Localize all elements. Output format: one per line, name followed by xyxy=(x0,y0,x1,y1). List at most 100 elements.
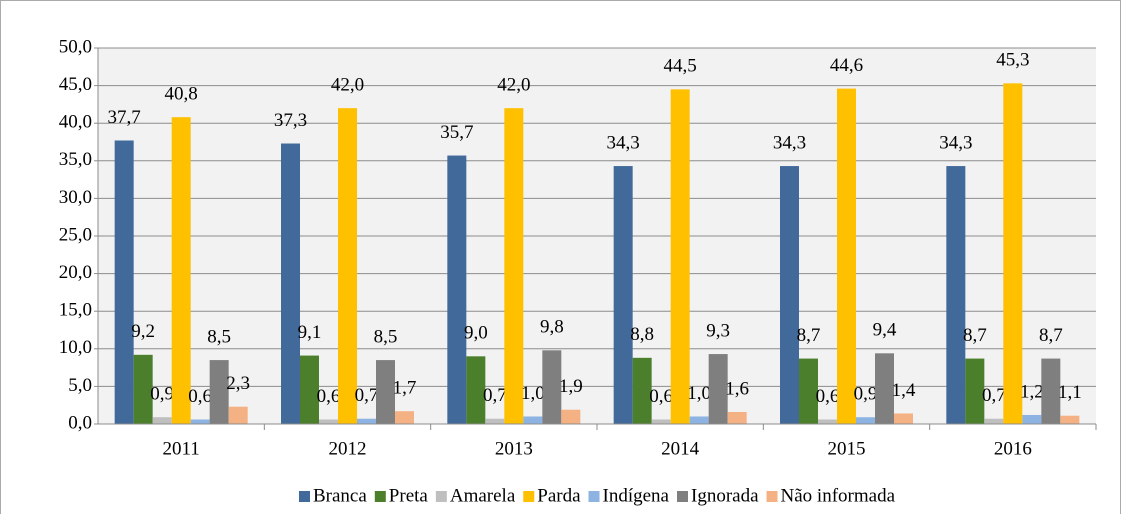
bar xyxy=(708,354,728,424)
data-label: 0,6 xyxy=(188,386,212,407)
x-tick-label: 2011 xyxy=(163,438,200,459)
bar xyxy=(504,108,524,424)
legend-label: Parda xyxy=(537,485,581,506)
legend-label: Ignorada xyxy=(691,485,759,506)
legend-label: Branca xyxy=(313,485,367,506)
data-label: 1,6 xyxy=(725,378,749,399)
data-label: 9,2 xyxy=(131,321,155,342)
bar xyxy=(114,140,134,424)
bar xyxy=(561,409,581,424)
bar xyxy=(395,411,414,424)
x-tick-label: 2013 xyxy=(495,438,533,459)
bar xyxy=(447,155,467,424)
bar xyxy=(727,411,747,424)
bar xyxy=(357,418,376,424)
data-label: 0,7 xyxy=(982,385,1006,406)
data-label: 42,0 xyxy=(331,75,364,96)
data-label: 35,7 xyxy=(440,122,473,143)
y-tick-label: 25,0 xyxy=(59,224,92,245)
data-label: 2,3 xyxy=(226,373,250,394)
legend-label: Amarela xyxy=(450,485,516,506)
bar xyxy=(965,358,985,424)
data-label: 8,7 xyxy=(1039,325,1063,346)
x-tick-label: 2015 xyxy=(828,438,866,459)
bar xyxy=(523,416,543,424)
bar xyxy=(837,88,856,424)
bar xyxy=(651,419,671,424)
legend-swatch xyxy=(677,491,688,502)
legend-label: Preta xyxy=(389,485,429,506)
data-label: 8,7 xyxy=(797,325,821,346)
bar xyxy=(376,360,395,424)
legend-label: Não informada xyxy=(781,485,896,506)
legend-swatch xyxy=(298,491,310,502)
bar xyxy=(1003,83,1023,425)
data-label: 8,7 xyxy=(963,325,987,346)
y-tick-label: 0,0 xyxy=(68,412,92,433)
bar xyxy=(632,357,652,424)
bar xyxy=(466,356,486,424)
data-label: 1,0 xyxy=(687,383,711,404)
bar xyxy=(818,419,837,424)
y-tick-label: 20,0 xyxy=(59,262,92,283)
data-label: 1,2 xyxy=(1020,381,1044,402)
y-tick-label: 35,0 xyxy=(59,149,92,170)
data-label: 1,4 xyxy=(892,380,916,401)
data-label: 42,0 xyxy=(497,75,530,96)
bar xyxy=(613,166,633,424)
data-label: 37,3 xyxy=(274,110,307,131)
bar xyxy=(133,354,153,424)
data-label: 8,5 xyxy=(207,326,231,347)
data-label: 8,8 xyxy=(630,324,654,345)
data-label: 0,6 xyxy=(317,386,341,407)
bar xyxy=(190,419,210,424)
bar xyxy=(209,360,229,424)
data-label: 44,5 xyxy=(664,56,697,77)
bar xyxy=(1041,358,1061,424)
data-label: 0,6 xyxy=(816,386,840,407)
data-label: 9,1 xyxy=(298,322,322,343)
bar xyxy=(670,89,690,425)
bar xyxy=(338,108,357,424)
bar xyxy=(689,416,709,424)
bar xyxy=(542,350,562,424)
data-label: 45,3 xyxy=(996,50,1029,71)
data-label: 34,3 xyxy=(607,132,640,153)
y-tick-label: 40,0 xyxy=(59,112,92,133)
legend-swatch xyxy=(374,491,386,502)
y-tick-label: 50,0 xyxy=(59,36,92,57)
data-label: 0,7 xyxy=(483,385,507,406)
bar xyxy=(856,417,875,424)
bar xyxy=(875,353,894,424)
data-label: 37,7 xyxy=(108,107,141,128)
bar xyxy=(281,143,300,424)
data-label: 1,9 xyxy=(559,376,583,397)
y-tick-label: 10,0 xyxy=(59,337,92,358)
legend-swatch xyxy=(588,491,600,502)
data-label: 0,9 xyxy=(150,384,174,405)
y-tick-label: 45,0 xyxy=(59,74,92,95)
x-tick-label: 2012 xyxy=(329,438,367,459)
bar xyxy=(319,419,338,424)
y-tick-label: 30,0 xyxy=(59,187,92,208)
data-label: 1,7 xyxy=(393,378,417,399)
legend-swatch xyxy=(435,491,447,502)
data-label: 9,8 xyxy=(540,317,564,338)
bar xyxy=(1060,415,1080,424)
data-label: 9,3 xyxy=(706,320,730,341)
data-label: 9,4 xyxy=(873,320,897,341)
bar xyxy=(780,166,799,424)
x-tick-label: 2014 xyxy=(661,438,700,459)
data-label: 0,7 xyxy=(355,385,379,406)
legend-label: Indígena xyxy=(603,485,670,506)
data-label: 1,0 xyxy=(521,383,545,404)
bar xyxy=(300,355,319,424)
legend-swatch xyxy=(523,491,535,502)
data-label: 40,8 xyxy=(165,84,198,105)
y-tick-label: 15,0 xyxy=(59,300,92,321)
data-label: 1,1 xyxy=(1058,382,1082,403)
bar xyxy=(894,413,913,424)
bar xyxy=(152,417,172,424)
legend-swatch xyxy=(766,491,778,502)
